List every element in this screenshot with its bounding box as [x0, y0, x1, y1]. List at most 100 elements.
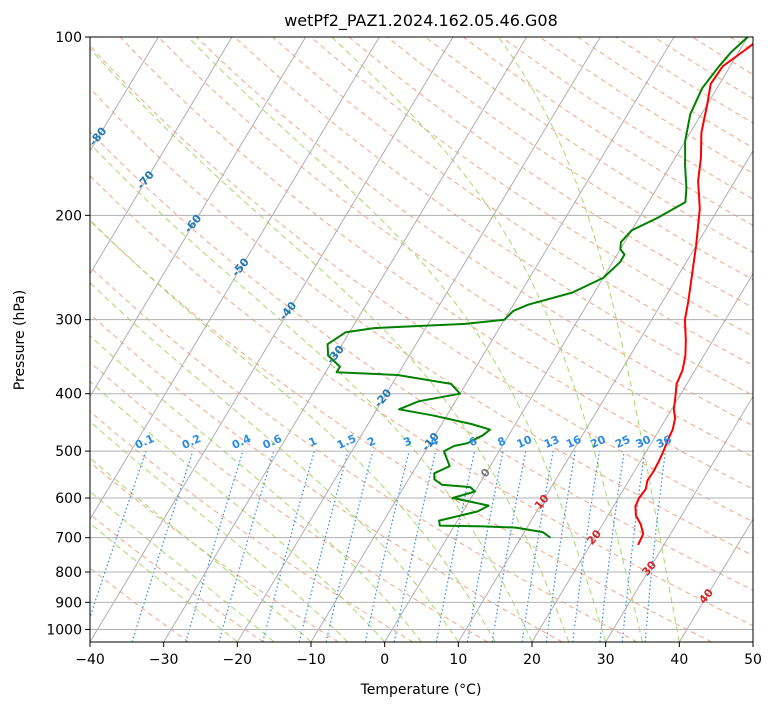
mixing-ratio-line: [364, 450, 410, 642]
moist-adiabat-line: [90, 335, 422, 642]
dry-adiabat-line: [157, 37, 753, 458]
isotherm-lines: [0, 37, 753, 642]
mixing-ratio-label: 36: [654, 433, 674, 451]
moist-adiabat-line: [90, 522, 238, 642]
isotherm-line: [457, 149, 753, 642]
x-tick-label: −10: [296, 652, 326, 668]
isotherm-line: [90, 37, 380, 521]
x-axis: −40 −30 −20 −10 0 10 20 30 40 50: [75, 642, 762, 668]
mixing-ratio-label: 0.2: [180, 432, 203, 452]
dry-adiabat-line: [272, 37, 753, 367]
moist-adiabat-line: [331, 37, 643, 642]
dry-adiabat-line: [310, 37, 753, 337]
isotherm-label: -70: [134, 168, 157, 192]
y-tick-label: 700: [55, 531, 82, 547]
y-tick-label: 500: [55, 444, 82, 460]
x-tick-label: 30: [597, 652, 615, 668]
mixing-ratio-line: [545, 451, 576, 642]
isotherm-line: [752, 641, 753, 642]
mixing-ratio-line: [621, 451, 646, 642]
isotherm-line: [0, 37, 11, 642]
x-tick-label: 40: [670, 652, 688, 668]
mixing-ratio-label: 20: [588, 433, 608, 451]
isotherm-line: [90, 37, 233, 275]
x-tick-label: 20: [523, 652, 541, 668]
isotherm-line: [310, 37, 675, 642]
isotherm-line: [678, 518, 753, 642]
plot-frame: [89, 36, 754, 643]
dry-adiabat-line: [90, 266, 638, 642]
temperature-profile-line: [634, 42, 753, 546]
dry-adiabat-line: [90, 313, 563, 642]
isobar-gridlines: [90, 37, 753, 630]
dry-adiabat-line: [90, 130, 753, 591]
dry-adiabat-line: [90, 87, 753, 557]
y-tick-label: 400: [55, 387, 82, 403]
dry-adiabat-line: [234, 37, 753, 396]
profile-series: [326, 37, 753, 546]
dry-adiabat-line: [539, 37, 753, 174]
mixing-ratio-line: [572, 451, 601, 642]
isotherm-line: [236, 37, 601, 642]
isotherm-label: 10: [532, 492, 552, 512]
dry-adiabat-line: [424, 37, 753, 253]
mixing-ratio-label: 30: [634, 433, 654, 451]
dewpoint-profile-line: [326, 37, 749, 539]
moist-adiabat-line: [90, 420, 349, 642]
mixing-ratio-lines: [90, 450, 666, 642]
isotherm-line: [163, 37, 528, 642]
mixing-ratio-label: 16: [564, 433, 584, 451]
dry-adiabat-line: [119, 37, 753, 490]
moist-adiabat-line: [90, 282, 459, 642]
mixing-ratio-line: [262, 450, 315, 642]
y-tick-label: 600: [55, 491, 82, 507]
dry-adiabat-line: [90, 461, 339, 642]
dry-adiabat-line: [90, 175, 753, 627]
dry-adiabats: [90, 37, 753, 642]
mixing-ratio-line: [393, 450, 437, 642]
moist-adiabat-line: [90, 142, 533, 642]
mixing-ratio-line: [325, 450, 374, 642]
moist-adiabat-line: [187, 37, 607, 642]
mixing-ratio-label: 2: [365, 434, 377, 449]
x-tick-label: 10: [449, 652, 467, 668]
moist-adiabat-line: [497, 37, 680, 642]
y-axis: 1000 900 800 700 600 500 400 300 200 100: [46, 30, 90, 638]
mixing-ratio-line: [218, 450, 275, 642]
y-tick-label: 1000: [46, 622, 82, 638]
mixing-ratio-line: [521, 450, 554, 642]
mixing-ratio-label: 10: [515, 433, 535, 451]
dry-adiabat-line: [90, 513, 264, 642]
dry-adiabat-line: [90, 567, 190, 642]
dry-adiabat-line: [348, 37, 753, 309]
mixing-ratio-line: [298, 450, 349, 642]
x-tick-label: −30: [149, 652, 179, 668]
mixing-ratio-label: 25: [613, 433, 632, 451]
moist-adiabat-line: [90, 47, 570, 642]
mixing-ratio-label: 8: [496, 434, 508, 449]
isotherm-line: [90, 37, 159, 152]
isotherm-line: [90, 37, 307, 398]
isotherm-line: [531, 272, 753, 642]
mixing-ratio-line: [599, 451, 625, 642]
x-tick-label: −20: [223, 652, 253, 668]
y-tick-label: 800: [55, 565, 82, 581]
mixing-ratio-label: 1.5: [335, 432, 358, 452]
x-tick-label: −40: [75, 652, 105, 668]
mixing-ratio-label: 13: [542, 433, 561, 451]
isotherm-line: [90, 37, 454, 642]
isotherm-label: 0: [478, 466, 493, 480]
mixing-ratio-line: [185, 450, 244, 642]
isotherm-line: [384, 37, 749, 642]
y-tick-label: 900: [55, 595, 82, 611]
mixing-ratio-label: 0.1: [133, 432, 156, 452]
isotherm-label: 30: [639, 558, 659, 578]
dry-adiabat-line: [653, 37, 753, 100]
dry-adiabat-line: [90, 361, 488, 642]
isotherm-line: [605, 395, 753, 642]
moist-adiabat-line: [90, 219, 496, 642]
mixing-ratio-label: 1: [307, 434, 319, 449]
moist-adiabat-line: [90, 457, 312, 642]
mixing-ratio-line: [131, 450, 194, 642]
